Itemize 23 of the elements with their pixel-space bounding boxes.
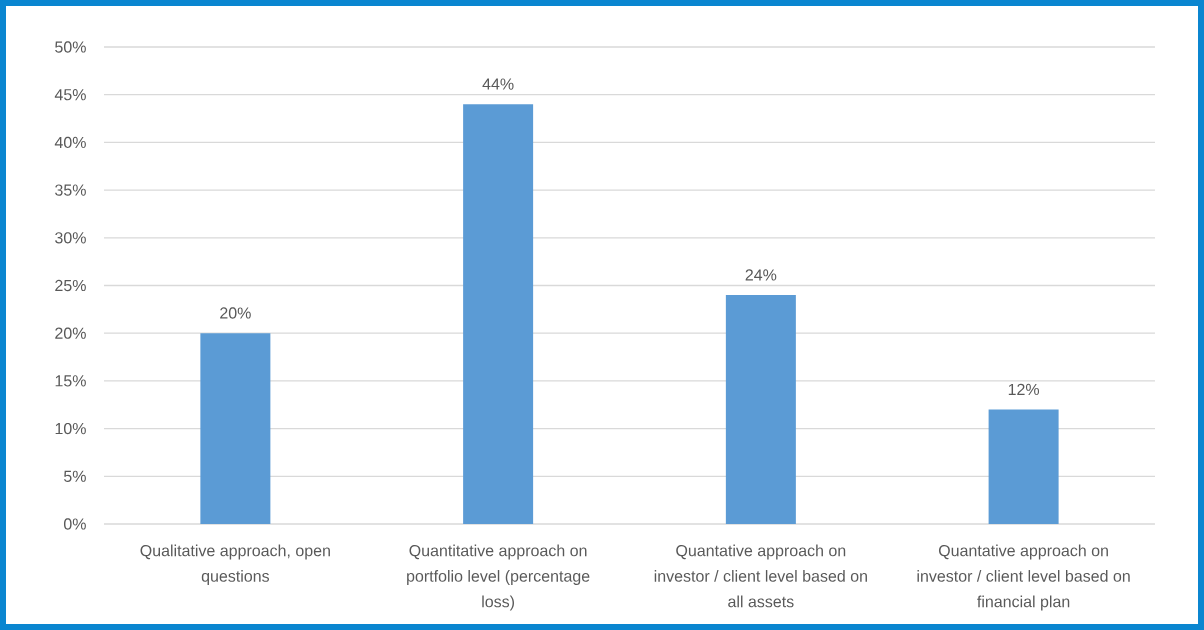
bar bbox=[200, 333, 271, 524]
y-tick-label: 40% bbox=[54, 136, 86, 149]
y-tick-label: 35% bbox=[55, 184, 86, 196]
bar bbox=[725, 295, 796, 524]
y-tick-label: 0% bbox=[63, 518, 86, 530]
x-tick-label: Quantative approach on investor / client level based on financial plan bbox=[917, 544, 1130, 611]
bar bbox=[463, 104, 534, 524]
x-tick-label: Quantitative approach on portfolio level (percentage loss) bbox=[407, 544, 590, 611]
data-label: 12% bbox=[1008, 383, 1040, 395]
x-tick-label: Quantative approach on investor / client level based on all assets bbox=[654, 544, 867, 608]
y-tick-label: 50% bbox=[55, 41, 86, 53]
y-tick-label: 10% bbox=[55, 422, 86, 435]
data-label: 44% bbox=[482, 78, 514, 90]
y-tick-label: 25% bbox=[55, 279, 86, 292]
y-tick-label: 5% bbox=[63, 470, 86, 482]
bar bbox=[988, 409, 1059, 524]
y-tick-label: 30% bbox=[55, 232, 86, 244]
data-label: 24% bbox=[745, 269, 777, 281]
y-tick-label: 15% bbox=[55, 375, 86, 387]
data-label: 20% bbox=[220, 307, 251, 319]
x-tick-label: Qualitative approach, open questions bbox=[140, 544, 330, 585]
y-tick-label: 45% bbox=[54, 89, 86, 101]
y-tick-label: 20% bbox=[55, 327, 86, 339]
